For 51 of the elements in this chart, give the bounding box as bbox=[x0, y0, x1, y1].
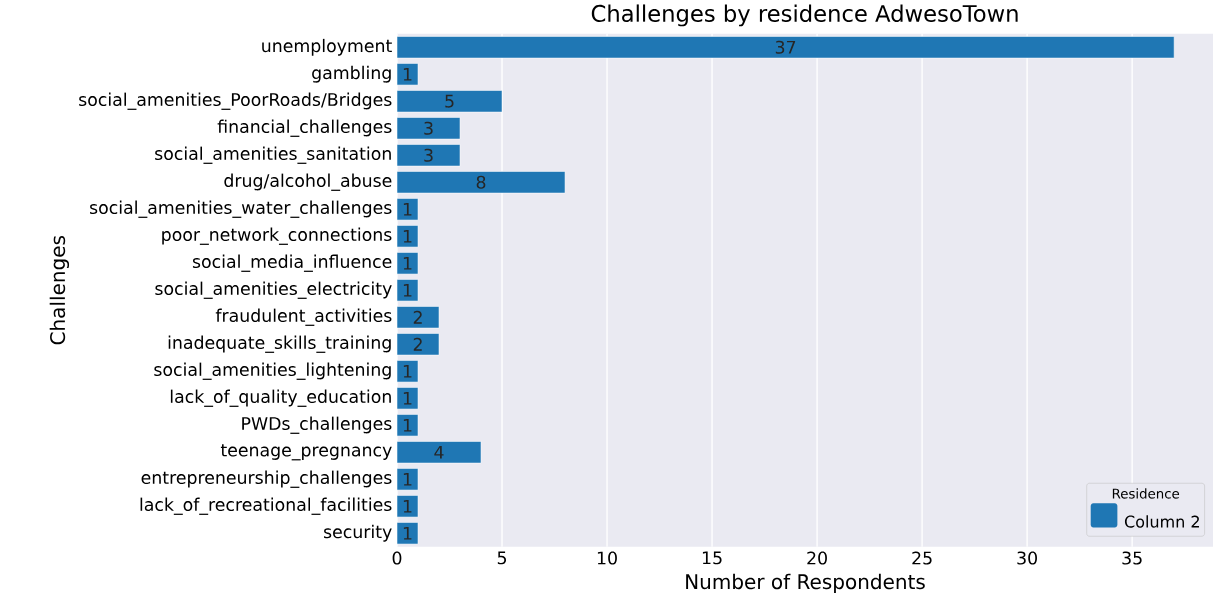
data-label: 1 bbox=[403, 419, 412, 432]
data-label: 1 bbox=[403, 257, 412, 270]
x-axis-title: Number of Respondents bbox=[686, 573, 925, 594]
data-label: 1 bbox=[403, 203, 412, 216]
y-tick-label: gambling bbox=[312, 65, 391, 83]
data-label: 3 bbox=[424, 148, 433, 162]
data-label: 2 bbox=[413, 310, 422, 324]
y-tick-label: PWDs_challenges bbox=[242, 416, 392, 435]
x-tick-label: 10 bbox=[597, 551, 617, 565]
data-label: 5 bbox=[445, 94, 454, 108]
x-tick-label: 35 bbox=[1122, 551, 1142, 565]
data-label: 1 bbox=[403, 365, 412, 378]
y-tick-label: inadequate_skills_training bbox=[168, 335, 391, 354]
x-tick-label: 15 bbox=[702, 551, 722, 565]
y-tick-label: social_amenities_lightening bbox=[154, 362, 391, 381]
data-label: 3 bbox=[424, 121, 433, 135]
data-label: 1 bbox=[403, 392, 412, 405]
x-tick-label: 5 bbox=[497, 551, 507, 565]
y-tick-label: teenage_pregnancy bbox=[220, 444, 392, 461]
y-tick-label: lack_of_recreational_facilities bbox=[140, 497, 392, 516]
y-tick-label: financial_challenges bbox=[217, 119, 392, 138]
x-tick-label: 30 bbox=[1017, 551, 1037, 565]
data-label: 1 bbox=[403, 473, 412, 486]
y-tick-label: unemployment bbox=[262, 38, 392, 56]
data-label: 37 bbox=[775, 40, 796, 54]
data-label: 1 bbox=[403, 230, 412, 243]
data-label: 2 bbox=[413, 337, 422, 351]
y-tick-label: drug/alcohol_abuse bbox=[224, 173, 392, 192]
y-tick-label: social_amenities_sanitation bbox=[155, 146, 391, 165]
chart-title: Challenges by residence AdwesoTown bbox=[591, 4, 1018, 27]
data-label: 1 bbox=[403, 527, 412, 540]
y-tick-label: social_media_influence bbox=[192, 254, 392, 273]
x-tick-label: 0 bbox=[392, 551, 402, 565]
data-label: 1 bbox=[403, 500, 412, 513]
data-label: 1 bbox=[403, 284, 412, 297]
y-tick-label: social_amenities_water_challenges bbox=[90, 200, 392, 219]
x-tick-label: 20 bbox=[807, 551, 827, 565]
y-tick-label: poor_network_connections bbox=[162, 227, 392, 246]
y-tick-label: entrepreneurship_challenges bbox=[141, 470, 392, 489]
data-label: 4 bbox=[434, 446, 444, 459]
data-label: 8 bbox=[476, 175, 486, 189]
data-label: 1 bbox=[403, 68, 412, 81]
y-tick-label: social_amenities_PoorRoads/Bridges bbox=[79, 92, 392, 111]
x-tick-label: 25 bbox=[912, 551, 932, 565]
y-tick-label: social_amenities_electricity bbox=[155, 281, 392, 300]
y-tick-label: fraudulent_activities bbox=[215, 308, 392, 327]
y-tick-label: lack_of_quality_education bbox=[170, 389, 391, 408]
y-tick-label: security bbox=[324, 524, 392, 542]
legend-label: Column 2 bbox=[1124, 515, 1199, 528]
legend-title: Residence bbox=[1112, 488, 1180, 499]
y-axis-title: Challenges bbox=[49, 236, 70, 345]
